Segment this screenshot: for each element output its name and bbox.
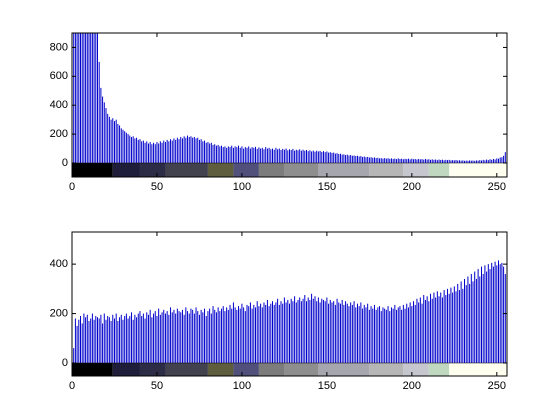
colorbar-segment: [284, 163, 319, 177]
x-tick-label: 100: [233, 380, 251, 392]
y-tick-label: 600: [50, 70, 68, 82]
y-tick-label: 400: [50, 99, 68, 111]
colorbar-segment: [318, 363, 370, 376]
colorbar-segment: [428, 163, 450, 177]
colorbar-segment: [233, 363, 259, 376]
y-tick-label: 400: [50, 258, 68, 270]
colorbar-segment: [165, 163, 208, 177]
y-tick-label: 200: [50, 307, 68, 319]
colorbar-segment: [449, 163, 507, 177]
y-tick-label: 200: [50, 128, 68, 140]
colorbar-segment: [403, 363, 429, 376]
colorbar-segment: [72, 163, 113, 177]
colorbar-segment: [258, 163, 285, 177]
x-tick-label: 200: [403, 380, 421, 392]
x-tick-label: 100: [233, 181, 251, 193]
colorbar-segment: [139, 363, 166, 376]
x-tick-label: 0: [69, 181, 75, 193]
x-tick-label: 50: [151, 380, 163, 392]
x-tick-label: 50: [151, 181, 163, 193]
y-tick-label: 0: [62, 157, 68, 169]
colorbar-segment: [369, 363, 404, 376]
colorbar-segment: [258, 363, 285, 376]
axes-box: [71, 231, 508, 377]
x-tick-label: 0: [69, 380, 75, 392]
x-tick-label: 150: [318, 181, 336, 193]
x-tick-label: 150: [318, 380, 336, 392]
x-tick-label: 200: [403, 181, 421, 193]
colorbar-segment: [112, 363, 140, 376]
colorbar-segment: [139, 163, 166, 177]
colorbar-segment: [369, 163, 404, 177]
colorbar-segment: [284, 363, 319, 376]
x-tick-label: 250: [488, 181, 506, 193]
colorbar-segment: [403, 163, 429, 177]
x-tick-label: 250: [488, 380, 506, 392]
plot-area: [72, 33, 506, 163]
colorbar-segment: [318, 163, 370, 177]
colorbar-segment: [112, 163, 140, 177]
colorbar-segment: [428, 363, 450, 376]
colorbar-segment: [233, 163, 259, 177]
colorbar-segment: [165, 363, 208, 376]
colorbar-segment: [207, 163, 234, 177]
colorbar-segment: [207, 363, 234, 376]
plot-area: [72, 260, 506, 363]
colorbar-segment: [449, 363, 507, 376]
y-tick-label: 800: [50, 41, 68, 53]
y-tick-label: 0: [62, 357, 68, 369]
colorbar-segment: [72, 363, 113, 376]
